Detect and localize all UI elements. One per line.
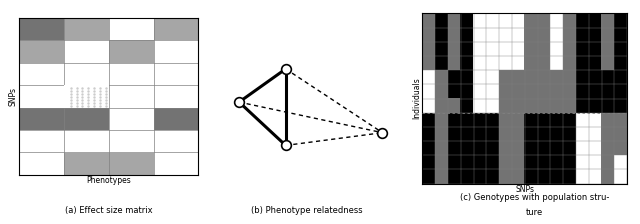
X-axis label: Phenotypes: Phenotypes: [86, 176, 131, 185]
Y-axis label: Individuals: Individuals: [412, 78, 421, 119]
Text: (c) Genotypes with population stru-: (c) Genotypes with population stru-: [460, 193, 609, 202]
X-axis label: SNPs: SNPs: [515, 185, 534, 194]
Text: (a) Effect size matrix: (a) Effect size matrix: [65, 206, 152, 215]
Text: ture: ture: [526, 208, 543, 217]
Text: (b) Phenotype relatedness: (b) Phenotype relatedness: [252, 206, 363, 215]
Bar: [64, 85, 109, 108]
Y-axis label: SNPs: SNPs: [9, 87, 18, 106]
